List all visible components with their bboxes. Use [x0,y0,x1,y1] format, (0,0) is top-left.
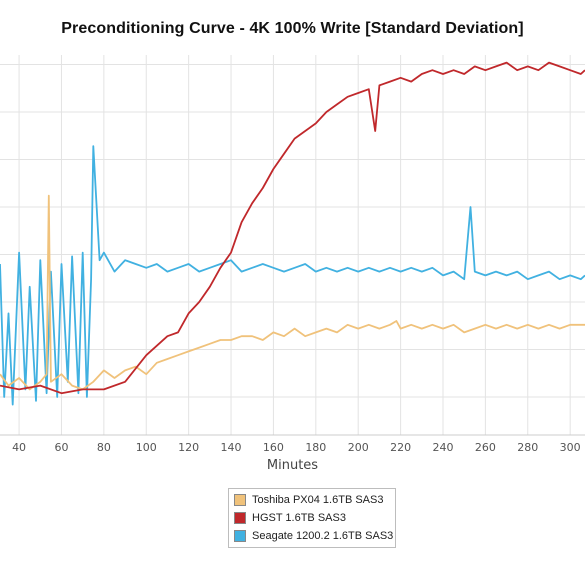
x-tick-label: 260 [475,441,496,454]
x-tick-label: 240 [432,441,453,454]
x-tick-label: 160 [263,441,284,454]
series-line-1 [0,61,585,395]
x-tick-labels: 40 60 80 100 120 140 160 180 200 220 240 260 280 300 [12,441,581,454]
x-tick-label: 80 [97,441,111,454]
series-line-2 [0,145,585,406]
x-tick-label: 140 [221,441,242,454]
legend-swatch-toshiba [234,494,246,506]
x-tick-label: 200 [348,441,369,454]
series-line-0 [0,194,585,391]
legend-item-seagate: Seagate 1200.2 1.6TB SAS3 [229,527,395,545]
legend: Toshiba PX04 1.6TB SAS3 HGST 1.6TB SAS3 … [228,488,396,548]
x-tick-label: 120 [178,441,199,454]
x-tick-label: 300 [560,441,581,454]
x-tick-label: 40 [12,441,26,454]
x-tick-label: 180 [305,441,326,454]
legend-swatch-hgst [234,512,246,524]
legend-label-seagate: Seagate 1200.2 1.6TB SAS3 [252,530,394,542]
x-tick-label: 220 [390,441,411,454]
x-tick-label: 280 [517,441,538,454]
series-lines [0,61,585,406]
x-tick-label: 100 [136,441,157,454]
legend-label-toshiba: Toshiba PX04 1.6TB SAS3 [252,494,384,506]
legend-swatch-seagate [234,530,246,542]
legend-label-hgst: HGST 1.6TB SAS3 [252,512,346,524]
legend-item-toshiba: Toshiba PX04 1.6TB SAS3 [229,491,395,509]
chart-title: Preconditioning Curve - 4K 100% Write [S… [61,20,524,37]
legend-item-hgst: HGST 1.6TB SAS3 [229,509,395,527]
x-axis-label: Minutes [266,458,319,473]
x-tick-label: 60 [54,441,68,454]
